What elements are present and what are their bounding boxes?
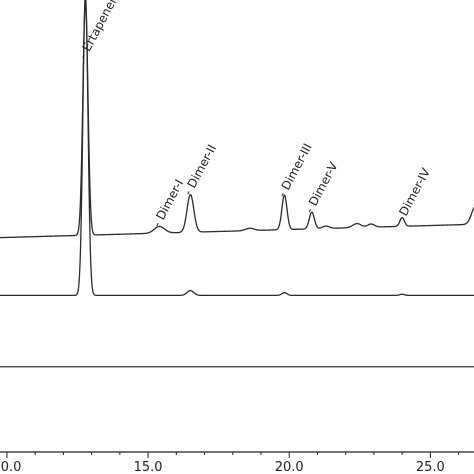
chromatogram-trace-1 [0,0,474,239]
peak-label: - Dimer-IV [392,165,433,225]
peak-label: - Dimer-II [181,142,219,197]
peak-label: - Dimer-I [150,177,187,229]
peak-label: - Ertapenem [76,0,123,61]
peak-label: - Dimer-V [302,159,341,216]
x-tick-label: 15.0 [134,460,163,474]
chromatogram-trace-2 [0,0,474,297]
trace-group [0,0,474,368]
peak-label: - Dimer-III [275,141,315,200]
x-tick-label: 10.0 [0,460,21,474]
x-tick-label: 20.0 [275,460,304,474]
x-tick-label: 25.0 [416,460,445,474]
